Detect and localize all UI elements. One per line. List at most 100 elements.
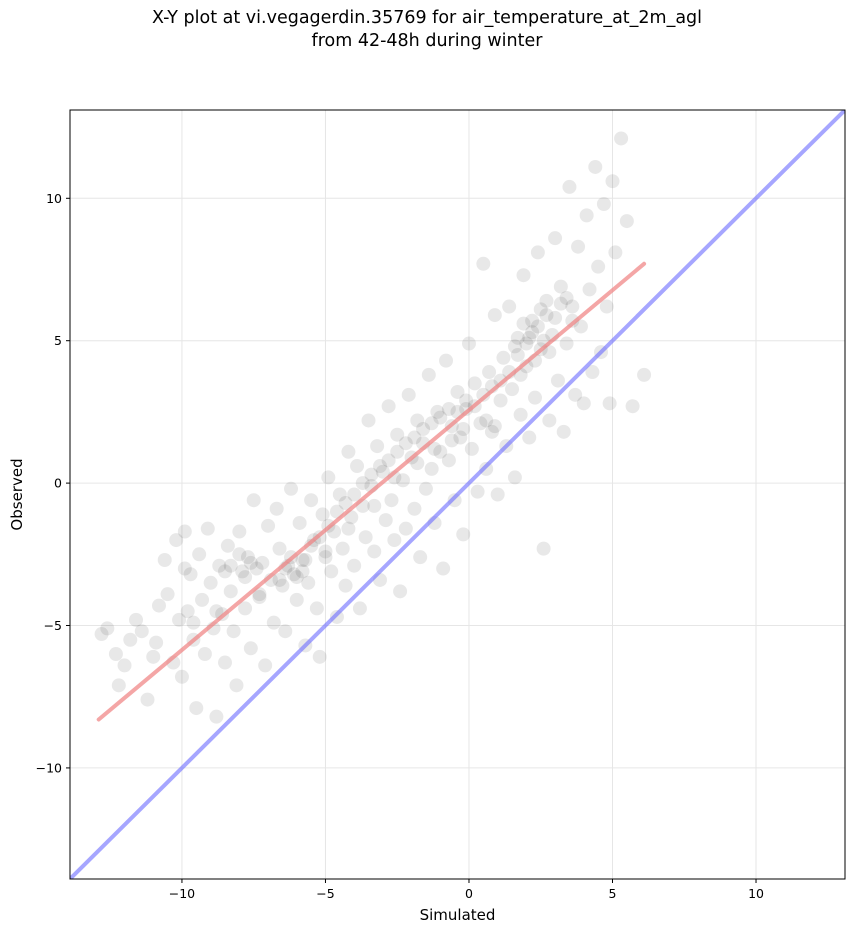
data-point bbox=[246, 493, 261, 508]
data-point bbox=[324, 564, 339, 579]
data-point bbox=[352, 601, 367, 616]
data-point bbox=[525, 313, 540, 328]
data-point bbox=[220, 538, 235, 553]
data-point bbox=[295, 564, 310, 579]
data-point bbox=[591, 259, 606, 274]
reference-lines bbox=[70, 110, 845, 879]
data-point bbox=[318, 544, 333, 559]
data-point bbox=[232, 547, 247, 562]
data-point bbox=[614, 131, 629, 146]
data-point bbox=[134, 624, 149, 639]
x-axis-label: Simulated bbox=[420, 906, 496, 924]
x-tick-label: 0 bbox=[465, 886, 473, 901]
data-point bbox=[355, 476, 370, 491]
data-point bbox=[410, 413, 425, 428]
data-point bbox=[249, 561, 264, 576]
data-point bbox=[289, 592, 304, 607]
data-point bbox=[505, 382, 520, 397]
data-point bbox=[381, 399, 396, 414]
data-point bbox=[522, 430, 537, 445]
data-point bbox=[493, 393, 508, 408]
data-point bbox=[548, 231, 563, 246]
data-point bbox=[530, 245, 545, 260]
data-point bbox=[588, 159, 603, 174]
data-point bbox=[528, 390, 542, 405]
data-point bbox=[548, 310, 563, 325]
data-point bbox=[347, 487, 362, 502]
data-point bbox=[444, 433, 459, 448]
data-point bbox=[476, 387, 491, 402]
data-point bbox=[487, 419, 502, 434]
data-point bbox=[530, 319, 545, 334]
data-point bbox=[562, 179, 577, 194]
data-point bbox=[447, 493, 462, 508]
data-point bbox=[286, 567, 301, 582]
data-point bbox=[243, 641, 258, 656]
data-point bbox=[413, 550, 428, 565]
y-tick-label: 5 bbox=[54, 333, 62, 348]
data-point bbox=[484, 424, 499, 439]
data-point bbox=[232, 524, 247, 539]
y-tick-label: −10 bbox=[36, 760, 62, 775]
data-point bbox=[393, 584, 408, 599]
data-point bbox=[304, 538, 319, 553]
y-axis-label: Observed bbox=[8, 458, 26, 530]
data-point bbox=[255, 555, 270, 570]
data-point bbox=[582, 282, 597, 297]
data-point bbox=[243, 555, 258, 570]
data-point bbox=[637, 367, 652, 382]
data-point bbox=[439, 353, 454, 368]
data-point bbox=[599, 299, 614, 314]
x-tick-label: −10 bbox=[169, 886, 195, 901]
data-point bbox=[381, 453, 396, 468]
data-point bbox=[398, 436, 413, 451]
data-point bbox=[309, 601, 324, 616]
data-point bbox=[172, 612, 187, 627]
data-point bbox=[467, 376, 482, 391]
data-point bbox=[390, 444, 405, 459]
data-point bbox=[576, 396, 591, 411]
data-point bbox=[384, 493, 399, 508]
data-point bbox=[550, 373, 565, 388]
data-point bbox=[315, 507, 330, 522]
data-point bbox=[186, 615, 201, 630]
data-point bbox=[235, 564, 250, 579]
data-point bbox=[490, 487, 505, 502]
plot-frame bbox=[69, 109, 846, 880]
data-point bbox=[275, 578, 290, 593]
data-point bbox=[390, 427, 405, 442]
data-point bbox=[424, 416, 439, 431]
data-point bbox=[160, 587, 175, 602]
data-point bbox=[375, 464, 390, 479]
grid bbox=[70, 110, 845, 879]
data-point bbox=[258, 658, 273, 673]
data-point bbox=[461, 336, 476, 351]
data-point bbox=[565, 299, 580, 314]
data-point bbox=[522, 330, 537, 345]
data-point bbox=[407, 501, 422, 516]
data-point bbox=[579, 208, 594, 223]
data-point bbox=[261, 518, 276, 533]
data-point bbox=[424, 461, 439, 476]
data-point bbox=[266, 615, 281, 630]
data-point bbox=[450, 384, 465, 399]
data-point bbox=[223, 584, 238, 599]
data-point bbox=[473, 416, 488, 431]
data-point bbox=[378, 513, 393, 528]
chart-subtitle: from 42-48h during winter bbox=[311, 31, 543, 51]
data-point bbox=[619, 214, 634, 229]
data-point bbox=[533, 302, 548, 317]
data-point bbox=[341, 444, 356, 459]
data-point bbox=[602, 396, 617, 411]
data-point bbox=[238, 601, 253, 616]
data-point bbox=[200, 521, 215, 536]
data-point bbox=[358, 530, 373, 545]
data-point bbox=[272, 572, 287, 587]
data-point bbox=[430, 404, 445, 419]
data-point bbox=[519, 336, 534, 351]
data-point bbox=[329, 609, 344, 624]
data-point bbox=[605, 174, 620, 189]
data-point bbox=[203, 575, 218, 590]
data-point bbox=[482, 365, 497, 380]
